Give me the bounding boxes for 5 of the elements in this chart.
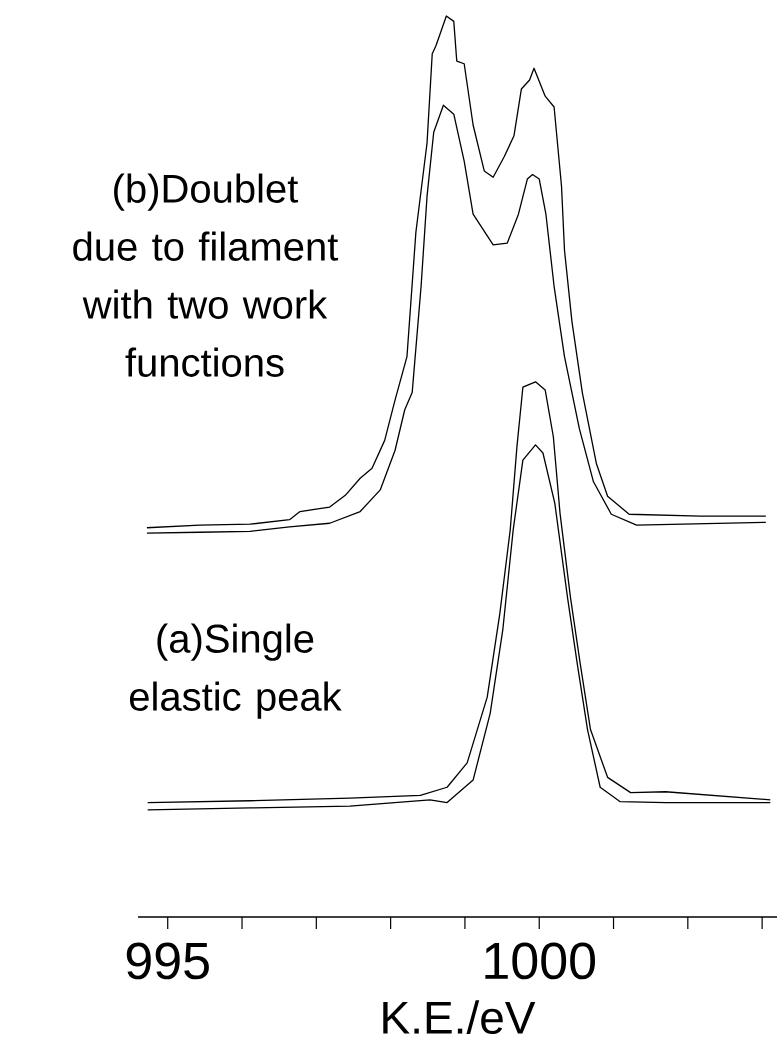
annotation: (b)Doublet due to filament with two work functions xyxy=(73,173,339,377)
x-tick-label: 995 xyxy=(126,942,209,980)
annotation: (a)Single elastic peak xyxy=(129,623,342,719)
x-axis-title: K.E./eV xyxy=(383,1000,536,1034)
x-tick-label: 1000 xyxy=(485,942,596,980)
